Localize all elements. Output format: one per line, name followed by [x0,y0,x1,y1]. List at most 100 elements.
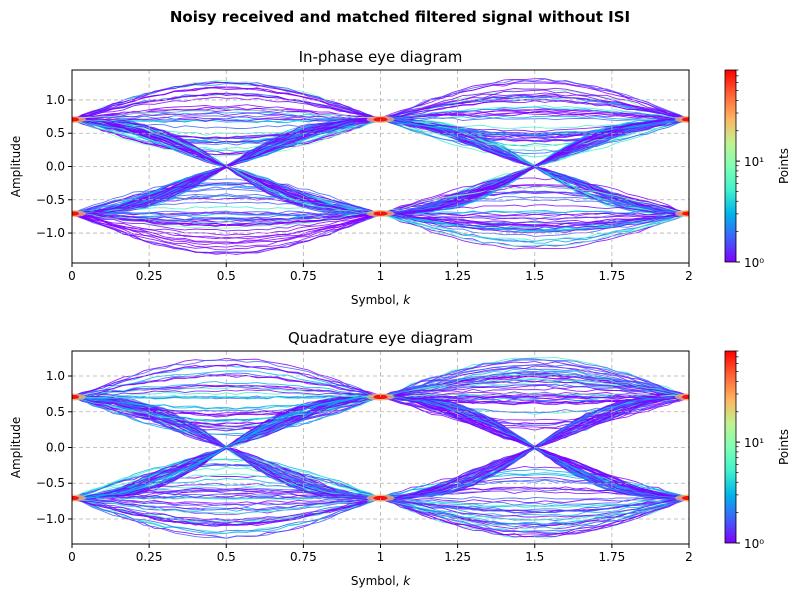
eye-trace [72,397,381,499]
colorbar-label: Points [777,148,791,184]
eye-trace [72,494,381,500]
x-tick-label: 1 [377,269,385,283]
eye-trace [72,496,381,524]
eye-trace [72,395,381,428]
eye-trace [72,496,381,506]
y-axis-label: Amplitude [9,136,23,198]
eye-trace [380,80,689,121]
x-tick-label: 1 [377,550,385,564]
eye-trace [72,496,381,539]
eye-trace [72,467,381,500]
colorbar [724,69,737,263]
eye-trace [380,212,689,217]
eye-trace [380,395,689,500]
convergence-core [72,117,79,122]
eye-trace [380,490,689,500]
y-tick-label: −0.5 [36,476,65,490]
eye-trace [380,118,689,154]
eye-trace [72,396,381,499]
eye-trace [380,115,689,120]
eye-trace [380,117,689,122]
eye-trace [72,93,381,120]
eye-trace [380,198,689,215]
y-axis-label: Amplitude [9,417,23,479]
colorbar-label: Points [777,429,791,465]
eye-trace [72,115,381,121]
y-tick-label: 0.0 [46,441,65,455]
eye-trace [72,118,381,216]
eye-trace [72,119,381,155]
x-tick-label: 1.75 [599,269,626,283]
eye-trace [72,384,381,399]
eye-trace [380,118,689,215]
eye-trace [380,392,689,399]
figure-title: Noisy received and matched filtered sign… [169,8,631,26]
eye-trace [72,195,381,216]
eye-trace [72,396,381,422]
y-tick-label: 1.0 [46,369,65,383]
eye-trace [380,89,689,120]
eye-trace [72,496,381,504]
eye-trace [380,87,689,121]
eye-trace [380,378,689,399]
eye-trace [380,496,689,506]
eye-trace [72,107,381,121]
x-tick-label: 0.75 [290,269,317,283]
eye-trace [380,370,689,398]
y-tick-label: 0.5 [46,405,65,419]
x-axis-label-symbol: k [403,293,411,307]
eye-trace [380,496,689,533]
colorbar-tick-label: 10⁰ [744,256,764,270]
colorbar-tick-label: 10⁰ [744,537,764,551]
eye-trace [72,381,381,399]
colorbar-tick-label: 10¹ [744,436,764,450]
colorbar [724,350,737,544]
eye-trace [72,119,381,215]
x-axis-label-text: Symbol, [351,293,403,307]
x-tick-label: 2 [685,269,693,283]
eye-trace [380,94,689,121]
convergence-core [72,211,79,216]
convergence-core [682,394,689,400]
eye-traces [72,356,689,539]
quadrature-eye-panel: 0 0.25 0.5 0.75 1 1.25 1.5 1.75 2 −1.0 −0.5 0.0 0.5 1… [9,329,791,588]
eye-trace [380,395,689,401]
x-tick-label: 0.25 [136,550,163,564]
x-axis-label-symbol: k [403,574,411,588]
y-tick-label: 0.5 [46,126,65,140]
convergence-core [72,394,79,400]
eye-trace [380,108,689,120]
x-axis-label: Symbol, k [351,574,411,588]
y-tick-label: 1.0 [46,93,65,107]
x-axis-label-text: Symbol, [351,574,403,588]
x-tick-label: 0.75 [290,550,317,564]
panel-title: In-phase eye diagram [299,48,463,66]
panel-title: Quadrature eye diagram [288,329,473,347]
eye-trace [380,468,689,498]
eye-trace [380,465,689,500]
y-tick-label: −0.5 [36,193,65,207]
eye-trace [380,213,689,230]
eye-trace [380,185,689,214]
eye-trace [380,110,689,121]
convergence-core [682,117,689,122]
eye-trace [72,395,381,400]
in-phase-eye-panel: 0 0.25 0.5 0.75 1 1.25 1.5 1.75 2 −1.0 −0.5 0.0 0.5 1… [9,48,791,307]
eye-trace [380,496,689,500]
x-tick-label: 1.5 [525,269,544,283]
y-tick-label: −1.0 [36,512,65,526]
x-tick-label: 0 [68,550,76,564]
eye-trace [380,497,689,518]
eye-trace [380,212,689,233]
convergence-core [72,495,79,501]
convergence-core [682,211,689,216]
eye-trace [380,396,689,427]
x-tick-label: 1.5 [525,550,544,564]
x-tick-label: 1.25 [444,550,471,564]
eye-trace [72,82,381,121]
y-tick-label: 0.0 [46,160,65,174]
x-axis-label: Symbol, k [351,293,411,307]
x-tick-label: 0.5 [217,550,236,564]
x-tick-label: 1.75 [599,550,626,564]
